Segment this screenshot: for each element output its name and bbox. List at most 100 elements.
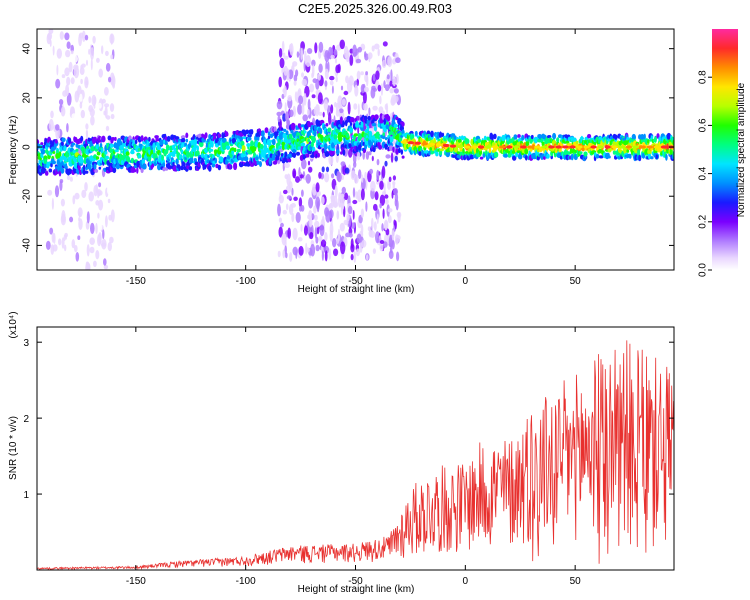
spectrogram-cell: [43, 158, 48, 164]
spectrogram-cell: [360, 224, 364, 236]
spectrogram-cell: [140, 135, 144, 142]
spectrogram-cell: [640, 134, 645, 140]
spectrogram-cell: [277, 150, 280, 158]
spectrogram-cell: [55, 78, 61, 89]
spectrogram-cell: [297, 146, 301, 150]
spectrogram-cell: [137, 154, 142, 159]
spectrogram-cell: [401, 155, 405, 159]
spectrogram-cell: [384, 194, 389, 199]
spectrogram-cell: [632, 145, 639, 149]
spectrogram-cell: [322, 111, 325, 118]
spectrogram-cell: [316, 104, 320, 115]
spectrogram-cell: [334, 101, 337, 108]
spectrogram-cell: [376, 169, 380, 181]
spectrogram-cell: [51, 160, 57, 165]
spectrogram-cell: [477, 138, 482, 143]
spectrogram-cell: [384, 103, 388, 110]
spectrogram-cell: [278, 226, 283, 238]
spectrogram-cell: [255, 156, 259, 160]
spectrogram-cell: [277, 250, 281, 258]
spectrogram-cell: [51, 232, 55, 243]
spectrogram-cell: [79, 93, 83, 103]
spectrogram-cell: [283, 55, 289, 60]
spectrogram-cell: [54, 139, 58, 144]
spectrogram-cell: [524, 155, 528, 161]
spectrogram-cell: [60, 106, 66, 117]
spectrogram-cell: [103, 264, 109, 270]
spectrogram-cell: [79, 102, 83, 109]
spectrogram-cell: [291, 187, 294, 196]
spectrogram-cell: [95, 250, 100, 260]
spectrogram-cell: [393, 95, 399, 103]
spectrogram-cell: [105, 215, 108, 228]
spectrogram-cell: [298, 167, 301, 177]
spectrogram-cell: [653, 145, 661, 149]
spectrogram-cell: [323, 143, 328, 150]
spectrogram-cell: [330, 147, 336, 151]
spectrogram-cell: [259, 161, 262, 167]
spectrogram-cell: [385, 199, 389, 205]
spectrogram-cell: [104, 103, 110, 108]
spectrogram-cell: [70, 44, 74, 53]
spectrogram-cell: [171, 153, 176, 157]
spectrogram-cell: [208, 165, 212, 172]
spectrogram-cell: [666, 132, 672, 140]
spectrogram-cell: [282, 161, 285, 172]
spectrogram-cell: [318, 63, 323, 73]
spectrogram-cell: [108, 76, 112, 83]
spectrogram-cell: [352, 187, 356, 198]
spectrogram-cell: [58, 99, 64, 105]
y-tick-label: 1: [23, 490, 29, 501]
spectrogram-cell: [363, 149, 366, 154]
spectrogram-cell: [389, 87, 395, 94]
spectrogram-cell: [380, 83, 384, 96]
spectrogram-cell: [281, 235, 287, 240]
spectrogram-cell: [320, 144, 325, 148]
spectrogram-cell: [488, 147, 492, 154]
spectrogram-cell: [435, 151, 439, 157]
spectrogram-cell: [111, 77, 115, 84]
spectrogram-cell: [208, 148, 214, 152]
spectrogram-cell: [618, 145, 625, 149]
spectrogram-cell: [288, 181, 293, 190]
spectrogram-cell: [311, 94, 316, 99]
spectrogram-cell: [243, 156, 249, 162]
spectrogram-cell: [357, 46, 362, 53]
spectrogram-cell: [288, 133, 293, 140]
spectrogram-cell: [395, 57, 401, 64]
spectrogram-cell: [324, 50, 330, 63]
spectrogram-cell: [369, 134, 372, 142]
spectrogram-cell: [273, 126, 277, 133]
spectrogram-cell: [639, 145, 646, 149]
spectrogram-cell: [192, 134, 196, 139]
spectrogram-cell: [357, 195, 361, 202]
spectrogram-cell: [665, 153, 668, 161]
spectrogram-cell: [314, 214, 318, 221]
spectrogram-cell: [288, 139, 291, 144]
spectrogram-cell: [280, 127, 284, 131]
spectrogram-cell: [98, 102, 102, 109]
spectrogram-cell: [290, 129, 294, 134]
spectrogram-cell: [285, 252, 288, 259]
colorbar-tick-label: 0.4: [698, 166, 709, 180]
spectrogram-cell: [439, 148, 445, 152]
spectrogram-cell: [337, 95, 343, 109]
spectrogram-cell: [366, 125, 370, 131]
spectrogram-cell: [569, 145, 576, 149]
colorbar: 0.0 0.2 0.4 0.6 0.8 Normalized spectral ampl…: [698, 29, 747, 277]
spectrogram-cell: [312, 146, 316, 153]
spectrogram-cell: [64, 67, 70, 77]
spectrogram-cell: [301, 102, 305, 116]
spectrogram-cell: [360, 126, 364, 131]
snr-series-line: [37, 340, 674, 570]
spectrogram-cell: [388, 250, 394, 259]
spectrogram-cell: [608, 155, 611, 159]
spectrogram-cell: [214, 157, 218, 164]
spectrogram-cell: [647, 139, 650, 144]
spectrogram-cell: [285, 203, 289, 211]
spectrogram-cell: [106, 115, 111, 120]
spectrogram-cell: [352, 209, 355, 220]
spectrogram-cell: [329, 80, 334, 86]
spectrogram-cell: [371, 45, 375, 52]
spectrogram-cell: [383, 241, 388, 248]
